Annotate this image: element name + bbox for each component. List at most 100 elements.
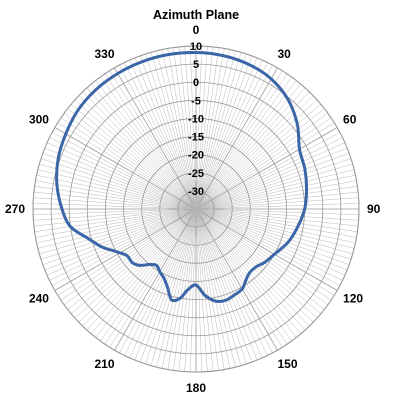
- angle-tick-label: 90: [367, 202, 381, 216]
- angular-gridline: [195, 46, 208, 210]
- angular-gridline: [195, 50, 236, 210]
- angular-gridline: [195, 208, 273, 354]
- angular-gridline: [195, 153, 350, 210]
- angular-gridline: [91, 208, 197, 335]
- angular-gridline: [195, 208, 353, 255]
- angular-gridline: [195, 64, 273, 210]
- angular-gridline: [39, 163, 197, 210]
- angle-tick-label: 300: [29, 113, 49, 127]
- angular-gridline: [173, 47, 197, 210]
- angular-gridline: [124, 208, 197, 356]
- angular-gridline: [195, 169, 355, 210]
- angular-gridline: [195, 48, 225, 210]
- angular-gridline: [195, 208, 335, 296]
- angular-gridline: [195, 208, 341, 286]
- angular-gridline: [82, 91, 197, 210]
- angular-gridline: [51, 208, 197, 286]
- angular-gridline: [195, 49, 231, 210]
- angular-gridline: [60, 117, 197, 210]
- angular-gridline: [35, 180, 197, 210]
- angular-gridline: [195, 208, 355, 249]
- angular-gridline: [195, 208, 293, 342]
- angular-gridline: [35, 208, 197, 238]
- angular-gridline: [195, 53, 247, 210]
- angular-gridline: [145, 53, 197, 210]
- angle-tick-label: 330: [94, 47, 114, 61]
- angle-tick-label: 60: [343, 113, 357, 127]
- radial-gridline: [177, 190, 215, 228]
- angular-gridline: [150, 52, 197, 210]
- angular-gridline: [167, 208, 197, 370]
- angular-gridline: [195, 87, 306, 210]
- angular-gridline: [33, 208, 197, 221]
- radial-gridline: [141, 154, 251, 264]
- angular-gridline: [195, 208, 346, 276]
- angular-gridline: [42, 153, 197, 210]
- angular-gridline: [195, 208, 231, 369]
- angular-gridline: [195, 186, 358, 210]
- angle-tick-label: 180: [186, 381, 206, 394]
- angular-gridline: [95, 208, 197, 338]
- pattern-series: [55, 50, 309, 303]
- angular-gridline: [114, 67, 197, 210]
- angular-gridline: [134, 57, 197, 210]
- angle-tick-label: 270: [5, 202, 25, 216]
- angular-gridline: [70, 208, 197, 314]
- angular-gridline: [195, 73, 288, 210]
- angular-gridline: [33, 191, 197, 210]
- angular-gridline: [195, 208, 297, 338]
- angular-gridline: [195, 208, 314, 323]
- radial-tick-label: 10: [190, 41, 202, 53]
- angular-gridline: [195, 208, 358, 232]
- angular-gridline: [195, 208, 359, 221]
- angular-gridline: [195, 208, 268, 356]
- angular-gridline: [195, 142, 346, 210]
- angular-gridline: [195, 208, 301, 335]
- angular-gridline: [34, 208, 197, 232]
- angular-gridline: [99, 208, 197, 342]
- angular-gridline: [195, 108, 325, 210]
- angular-gridline: [195, 191, 359, 210]
- angular-gridline: [63, 112, 197, 210]
- angular-gridline: [34, 186, 197, 210]
- angular-gridline: [195, 208, 242, 366]
- angular-gridline: [40, 158, 197, 210]
- angular-gridline: [195, 104, 322, 210]
- angular-gridline: [195, 208, 202, 372]
- angular-gridline: [195, 208, 278, 351]
- angular-gridline: [195, 197, 359, 210]
- angular-gridline: [161, 49, 197, 210]
- angular-gridline: [119, 208, 197, 354]
- angular-gridline: [195, 208, 338, 291]
- angular-gridline: [49, 208, 197, 281]
- angular-gridline: [67, 208, 197, 310]
- series-line: [55, 50, 309, 303]
- angle-tick-label: 210: [94, 357, 114, 371]
- radial-tick-label: -20: [188, 150, 204, 162]
- angular-gridline: [67, 108, 197, 210]
- angular-gridline: [109, 70, 197, 210]
- angular-gridline: [40, 208, 197, 260]
- angular-gridline: [195, 208, 263, 359]
- angular-gridline: [195, 208, 359, 215]
- radial-gridline: [32, 45, 360, 373]
- angular-gridline: [195, 59, 263, 210]
- angular-gridline: [39, 208, 197, 255]
- radial-tick-label: -5: [191, 95, 201, 107]
- angular-gridline: [195, 180, 357, 210]
- angular-gridline: [195, 208, 348, 271]
- radial-tick-label: -10: [188, 113, 204, 125]
- angular-gridline: [195, 208, 325, 310]
- angular-gridline: [46, 142, 197, 210]
- angular-gridline: [195, 208, 236, 368]
- angular-gridline: [195, 208, 357, 238]
- angular-gridline: [161, 208, 197, 369]
- radial-gridline: [123, 136, 269, 282]
- angle-tick-label: 30: [278, 47, 292, 61]
- angular-gridline: [37, 208, 197, 249]
- radial-gridline: [68, 81, 324, 337]
- angular-gridline: [195, 208, 225, 370]
- angular-gridline: [195, 208, 359, 227]
- angular-gridline: [195, 208, 329, 306]
